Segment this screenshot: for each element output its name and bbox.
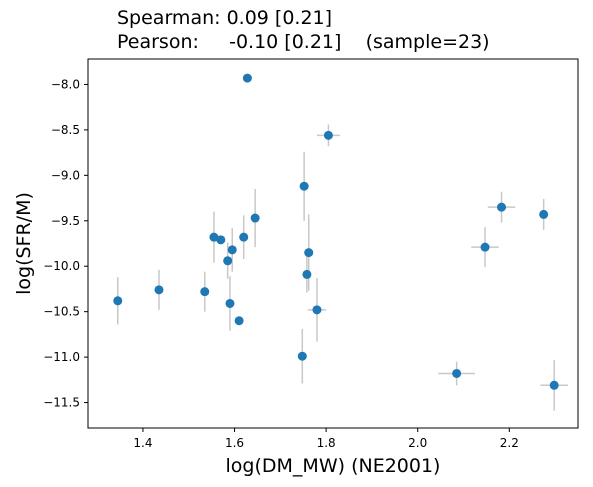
data-point bbox=[200, 287, 209, 296]
y-tick-label: −11.5 bbox=[43, 396, 80, 410]
data-point bbox=[243, 74, 252, 83]
data-point bbox=[550, 381, 559, 390]
y-tick-label: −9.0 bbox=[51, 168, 80, 182]
data-point bbox=[228, 245, 237, 254]
data-point bbox=[298, 352, 307, 361]
data-point bbox=[304, 248, 313, 257]
x-tick-label: 2.2 bbox=[500, 436, 519, 450]
data-point bbox=[497, 203, 506, 212]
data-point bbox=[239, 233, 248, 242]
data-point bbox=[225, 299, 234, 308]
y-tick-label: −8.5 bbox=[51, 123, 80, 137]
data-point bbox=[302, 270, 311, 279]
y-axis: −8.0 −8.5 −9.0 −9.5 −10.0 −10.5 −11.0 −11.5 bbox=[43, 77, 88, 409]
x-tick-label: 1.4 bbox=[133, 436, 152, 450]
x-tick-label: 2.0 bbox=[408, 436, 427, 450]
data-point bbox=[154, 285, 163, 294]
y-tick-label: −10.0 bbox=[43, 259, 80, 273]
x-tick-label: 1.8 bbox=[317, 436, 336, 450]
data-point bbox=[251, 214, 260, 223]
data-point bbox=[300, 182, 309, 191]
data-point bbox=[223, 256, 232, 265]
data-point bbox=[539, 210, 548, 219]
y-axis-label: log(SFR/M) bbox=[13, 192, 35, 295]
y-tick-label: −8.0 bbox=[51, 77, 80, 91]
point-layer bbox=[113, 74, 558, 390]
data-point bbox=[235, 316, 244, 325]
x-axis: 1.4 1.6 1.8 2.0 2.2 bbox=[133, 428, 518, 450]
y-tick-label: −11.0 bbox=[43, 350, 80, 364]
data-point bbox=[216, 235, 225, 244]
data-point bbox=[452, 369, 461, 378]
plot-frame bbox=[88, 59, 578, 428]
y-tick-label: −10.5 bbox=[43, 305, 80, 319]
x-axis-label: log(DM_MW) (NE2001) bbox=[226, 455, 441, 477]
data-point bbox=[481, 243, 490, 252]
x-tick-label: 1.6 bbox=[225, 436, 244, 450]
data-point bbox=[113, 296, 122, 305]
y-tick-label: −9.5 bbox=[51, 214, 80, 228]
errorbar-layer bbox=[118, 124, 568, 410]
data-point bbox=[324, 131, 333, 140]
data-point bbox=[312, 305, 321, 314]
